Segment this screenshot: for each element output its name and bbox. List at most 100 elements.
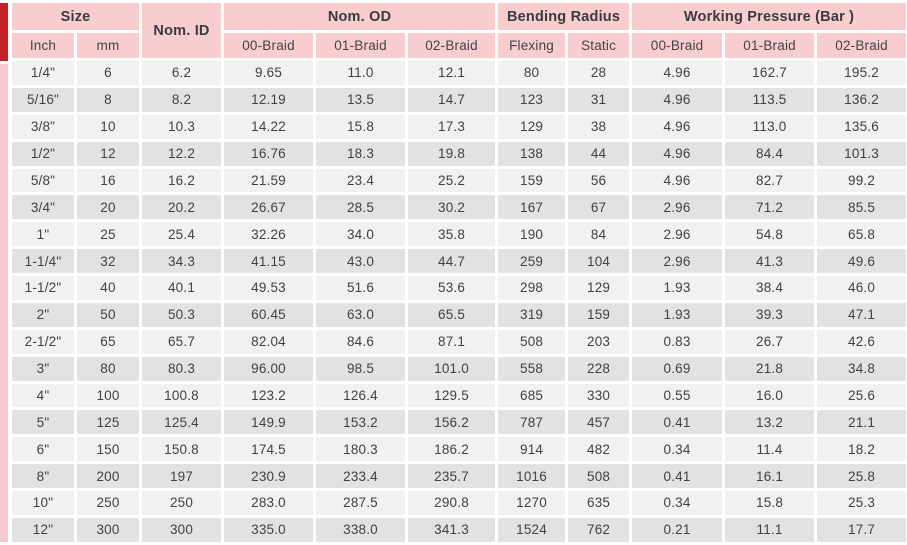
table-cell: 1"	[12, 222, 74, 247]
table-cell: 0.41	[632, 410, 723, 435]
table-cell: 13.2	[725, 410, 815, 435]
table-cell: 1.93	[632, 302, 723, 327]
table-cell: 25.2	[408, 168, 496, 193]
table-cell: 1-1/2"	[12, 276, 74, 300]
table-cell: 12	[77, 141, 140, 166]
col-header-wp-01-braid: 01-Braid	[725, 33, 815, 58]
table-cell: 300	[142, 517, 222, 542]
table-cell: 457	[568, 410, 630, 435]
table-cell: 14.22	[224, 114, 314, 139]
table-cell: 287.5	[316, 491, 406, 515]
table-cell: 230.9	[224, 464, 314, 488]
table-cell: 2"	[12, 302, 74, 327]
table-cell: 41.3	[725, 249, 815, 273]
table-cell: 63.0	[316, 302, 406, 327]
col-group-bending-radius: Bending Radius	[498, 3, 630, 30]
table-cell: 250	[142, 491, 222, 515]
table-cell: 1/4"	[12, 61, 74, 85]
table-cell: 3"	[12, 356, 74, 381]
table-cell: 98.5	[316, 356, 406, 381]
table-cell: 153.2	[316, 410, 406, 435]
table-cell: 44.7	[408, 249, 496, 273]
table-cell: 65	[77, 329, 140, 354]
table-cell: 5/8"	[12, 168, 74, 193]
table-row: 2" 50 50.3 60.45 63.0 65.5 319 159 1.93 39.3 47.1	[12, 302, 907, 327]
table-cell: 4.96	[632, 114, 723, 139]
table-cell: 250	[77, 491, 140, 515]
table-cell: 20	[77, 195, 140, 220]
table-cell: 3/8"	[12, 114, 74, 139]
table-cell: 123	[498, 87, 566, 112]
table-cell: 113.0	[725, 114, 815, 139]
table-cell: 15.8	[725, 491, 815, 515]
table-cell: 49.53	[224, 276, 314, 300]
table-cell: 12.2	[142, 141, 222, 166]
table-cell: 34.0	[316, 222, 406, 247]
table-cell: 319	[498, 302, 566, 327]
table-cell: 21.8	[725, 356, 815, 381]
table-cell: 150.8	[142, 437, 222, 462]
table-cell: 15.8	[316, 114, 406, 139]
table-cell: 104	[568, 249, 630, 273]
table-cell: 508	[568, 464, 630, 488]
table-cell: 30.2	[408, 195, 496, 220]
table-cell: 0.69	[632, 356, 723, 381]
table-cell: 1/2"	[12, 141, 74, 166]
table-cell: 6	[77, 61, 140, 85]
table-cell: 38	[568, 114, 630, 139]
table-cell: 56	[568, 168, 630, 193]
table-cell: 341.3	[408, 517, 496, 542]
table-cell: 508	[498, 329, 566, 354]
table-cell: 87.1	[408, 329, 496, 354]
table-cell: 300	[77, 517, 140, 542]
table-cell: 156.2	[408, 410, 496, 435]
table-cell: 0.21	[632, 517, 723, 542]
hose-spec-table: Size Nom. ID Nom. OD Bending Radius Work…	[9, 0, 907, 545]
table-cell: 101.3	[817, 141, 907, 166]
table-cell: 38.4	[725, 276, 815, 300]
table-cell: 197	[142, 464, 222, 488]
table-body: 1/4" 6 6.2 9.65 11.0 12.1 80 28 4.96 162.7 195.2 5/…	[12, 61, 907, 542]
table-cell: 20.2	[142, 195, 222, 220]
table-cell: 43.0	[316, 249, 406, 273]
table-cell: 40	[77, 276, 140, 300]
table-cell: 26.7	[725, 329, 815, 354]
table-cell: 21.1	[817, 410, 907, 435]
table-cell: 11.0	[316, 61, 406, 85]
table-cell: 1016	[498, 464, 566, 488]
table-cell: 28.5	[316, 195, 406, 220]
table-cell: 174.5	[224, 437, 314, 462]
col-group-nom-od: Nom. OD	[224, 3, 496, 30]
col-header-inch: Inch	[12, 33, 74, 58]
table-cell: 330	[568, 383, 630, 408]
table-cell: 60.45	[224, 302, 314, 327]
table-cell: 8.2	[142, 87, 222, 112]
table-cell: 1524	[498, 517, 566, 542]
table-cell: 18.3	[316, 141, 406, 166]
table-cell: 195.2	[817, 61, 907, 85]
table-cell: 65.7	[142, 329, 222, 354]
col-header-od-00-braid: 00-Braid	[224, 33, 314, 58]
table-cell: 1270	[498, 491, 566, 515]
table-cell: 6"	[12, 437, 74, 462]
table-cell: 335.0	[224, 517, 314, 542]
table-cell: 12.19	[224, 87, 314, 112]
table-cell: 16	[77, 168, 140, 193]
table-cell: 125	[77, 410, 140, 435]
table-row: 3/4" 20 20.2 26.67 28.5 30.2 167 67 2.96 71.2 85.5	[12, 195, 907, 220]
col-header-wp-00-braid: 00-Braid	[632, 33, 723, 58]
col-header-wp-02-braid: 02-Braid	[817, 33, 907, 58]
table-cell: 2.96	[632, 222, 723, 247]
table-cell: 82.04	[224, 329, 314, 354]
table-cell: 135.6	[817, 114, 907, 139]
table-cell: 67	[568, 195, 630, 220]
table-cell: 17.3	[408, 114, 496, 139]
table-row: 5" 125 125.4 149.9 153.2 156.2 787 457 0.41 13.2 2…	[12, 410, 907, 435]
table-cell: 13.5	[316, 87, 406, 112]
table-cell: 4.96	[632, 61, 723, 85]
table-cell: 186.2	[408, 437, 496, 462]
table-cell: 25.3	[817, 491, 907, 515]
table-cell: 35.8	[408, 222, 496, 247]
table-cell: 11.1	[725, 517, 815, 542]
